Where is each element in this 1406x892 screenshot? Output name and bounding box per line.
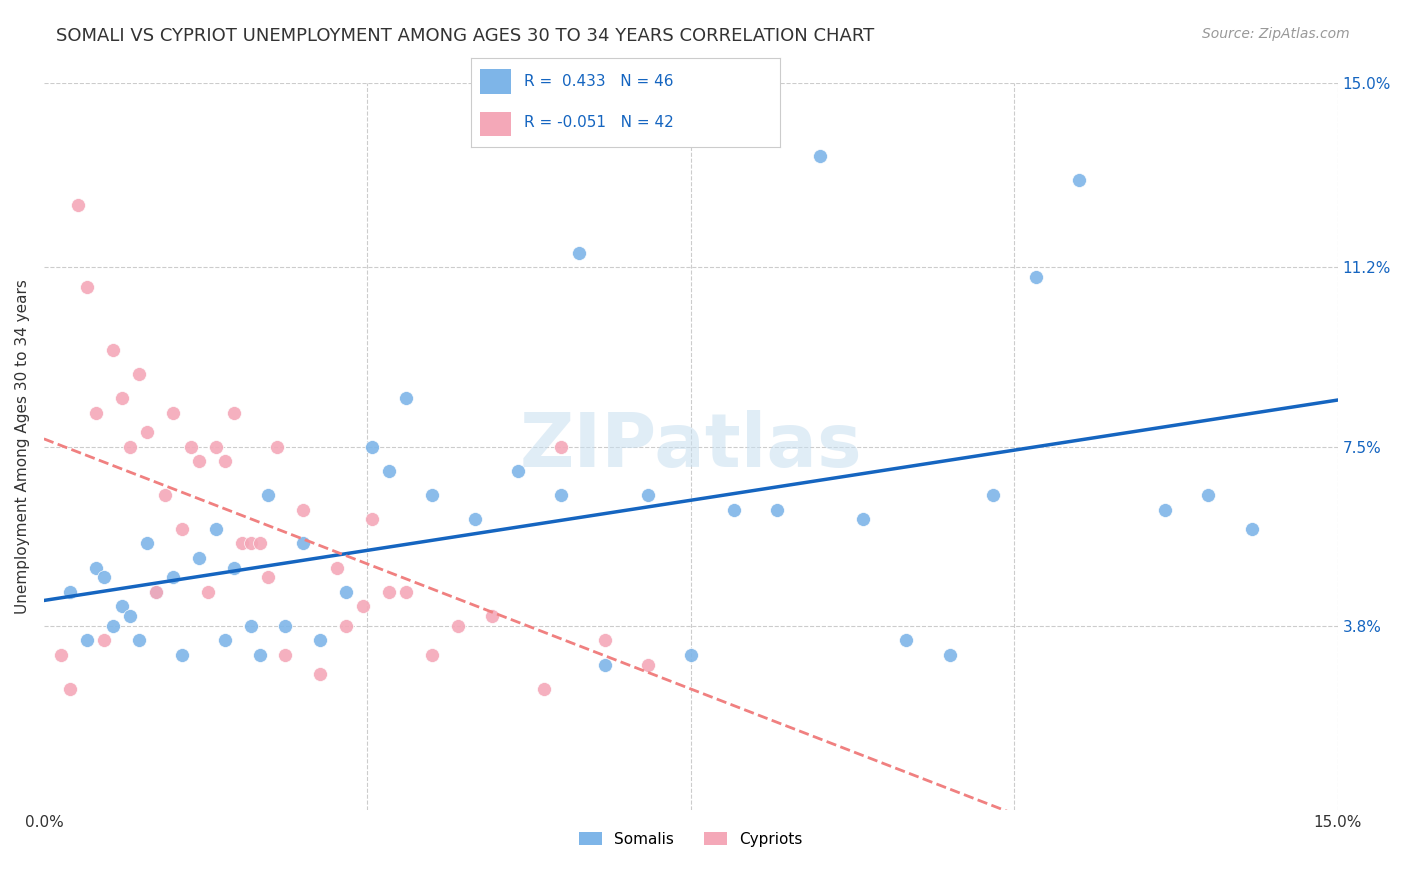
Point bbox=[533, 681, 555, 696]
Point bbox=[153, 488, 176, 502]
Point bbox=[249, 648, 271, 662]
Point bbox=[637, 657, 659, 672]
Point bbox=[550, 488, 572, 502]
Point bbox=[101, 619, 124, 633]
Point bbox=[231, 536, 253, 550]
Point bbox=[766, 502, 789, 516]
Point bbox=[395, 585, 418, 599]
Point bbox=[76, 633, 98, 648]
Point bbox=[326, 560, 349, 574]
Point bbox=[1240, 522, 1263, 536]
Point bbox=[550, 440, 572, 454]
Bar bbox=[481, 69, 512, 94]
Point bbox=[335, 585, 357, 599]
Point bbox=[214, 454, 236, 468]
Point bbox=[352, 599, 374, 614]
Point bbox=[128, 367, 150, 381]
Point bbox=[378, 464, 401, 478]
Point bbox=[508, 464, 530, 478]
Point bbox=[214, 633, 236, 648]
Point bbox=[145, 585, 167, 599]
Point bbox=[49, 648, 72, 662]
Text: R = -0.051   N = 42: R = -0.051 N = 42 bbox=[523, 115, 673, 129]
Point bbox=[420, 648, 443, 662]
Point bbox=[679, 648, 702, 662]
Point bbox=[395, 391, 418, 405]
Point bbox=[309, 633, 332, 648]
Point bbox=[447, 619, 470, 633]
Point bbox=[723, 502, 745, 516]
Text: ZIPatlas: ZIPatlas bbox=[519, 410, 862, 483]
Point bbox=[593, 633, 616, 648]
Point bbox=[162, 570, 184, 584]
Point bbox=[420, 488, 443, 502]
Point bbox=[291, 536, 314, 550]
Point bbox=[309, 667, 332, 681]
Point bbox=[59, 585, 82, 599]
Point bbox=[205, 440, 228, 454]
Point bbox=[222, 560, 245, 574]
Point bbox=[637, 488, 659, 502]
Point bbox=[568, 246, 591, 260]
Point bbox=[188, 551, 211, 566]
Point bbox=[360, 440, 382, 454]
Point bbox=[274, 619, 297, 633]
Point bbox=[222, 406, 245, 420]
Y-axis label: Unemployment Among Ages 30 to 34 years: Unemployment Among Ages 30 to 34 years bbox=[15, 279, 30, 614]
Point bbox=[110, 391, 132, 405]
Point bbox=[266, 440, 288, 454]
Point bbox=[481, 609, 503, 624]
Point bbox=[593, 657, 616, 672]
Point bbox=[145, 585, 167, 599]
Point bbox=[120, 440, 142, 454]
Point bbox=[59, 681, 82, 696]
Point bbox=[360, 512, 382, 526]
Point bbox=[84, 560, 107, 574]
Point bbox=[896, 633, 918, 648]
Point bbox=[205, 522, 228, 536]
Point bbox=[180, 440, 202, 454]
Point bbox=[1197, 488, 1219, 502]
Point bbox=[1154, 502, 1177, 516]
Point bbox=[67, 197, 90, 211]
Point bbox=[808, 149, 831, 163]
Point bbox=[76, 280, 98, 294]
Point bbox=[120, 609, 142, 624]
Point bbox=[239, 536, 262, 550]
Point bbox=[84, 406, 107, 420]
Text: SOMALI VS CYPRIOT UNEMPLOYMENT AMONG AGES 30 TO 34 YEARS CORRELATION CHART: SOMALI VS CYPRIOT UNEMPLOYMENT AMONG AGE… bbox=[56, 27, 875, 45]
Point bbox=[378, 585, 401, 599]
Legend: Somalis, Cypriots: Somalis, Cypriots bbox=[572, 826, 808, 853]
Point bbox=[938, 648, 960, 662]
Point bbox=[981, 488, 1004, 502]
Point bbox=[170, 648, 193, 662]
Point bbox=[257, 488, 280, 502]
Point bbox=[93, 570, 115, 584]
Point bbox=[1025, 270, 1047, 285]
Point bbox=[93, 633, 115, 648]
Point bbox=[464, 512, 486, 526]
Point bbox=[101, 343, 124, 357]
Point bbox=[136, 425, 159, 439]
Point bbox=[128, 633, 150, 648]
Bar bbox=[481, 112, 512, 136]
Point bbox=[852, 512, 875, 526]
Point bbox=[1067, 173, 1090, 187]
Point bbox=[239, 619, 262, 633]
Point bbox=[291, 502, 314, 516]
Point bbox=[162, 406, 184, 420]
Point bbox=[110, 599, 132, 614]
Point bbox=[170, 522, 193, 536]
Text: Source: ZipAtlas.com: Source: ZipAtlas.com bbox=[1202, 27, 1350, 41]
Point bbox=[136, 536, 159, 550]
Point bbox=[188, 454, 211, 468]
Point bbox=[197, 585, 219, 599]
Point bbox=[274, 648, 297, 662]
Point bbox=[257, 570, 280, 584]
Point bbox=[249, 536, 271, 550]
Point bbox=[335, 619, 357, 633]
Text: R =  0.433   N = 46: R = 0.433 N = 46 bbox=[523, 74, 673, 88]
